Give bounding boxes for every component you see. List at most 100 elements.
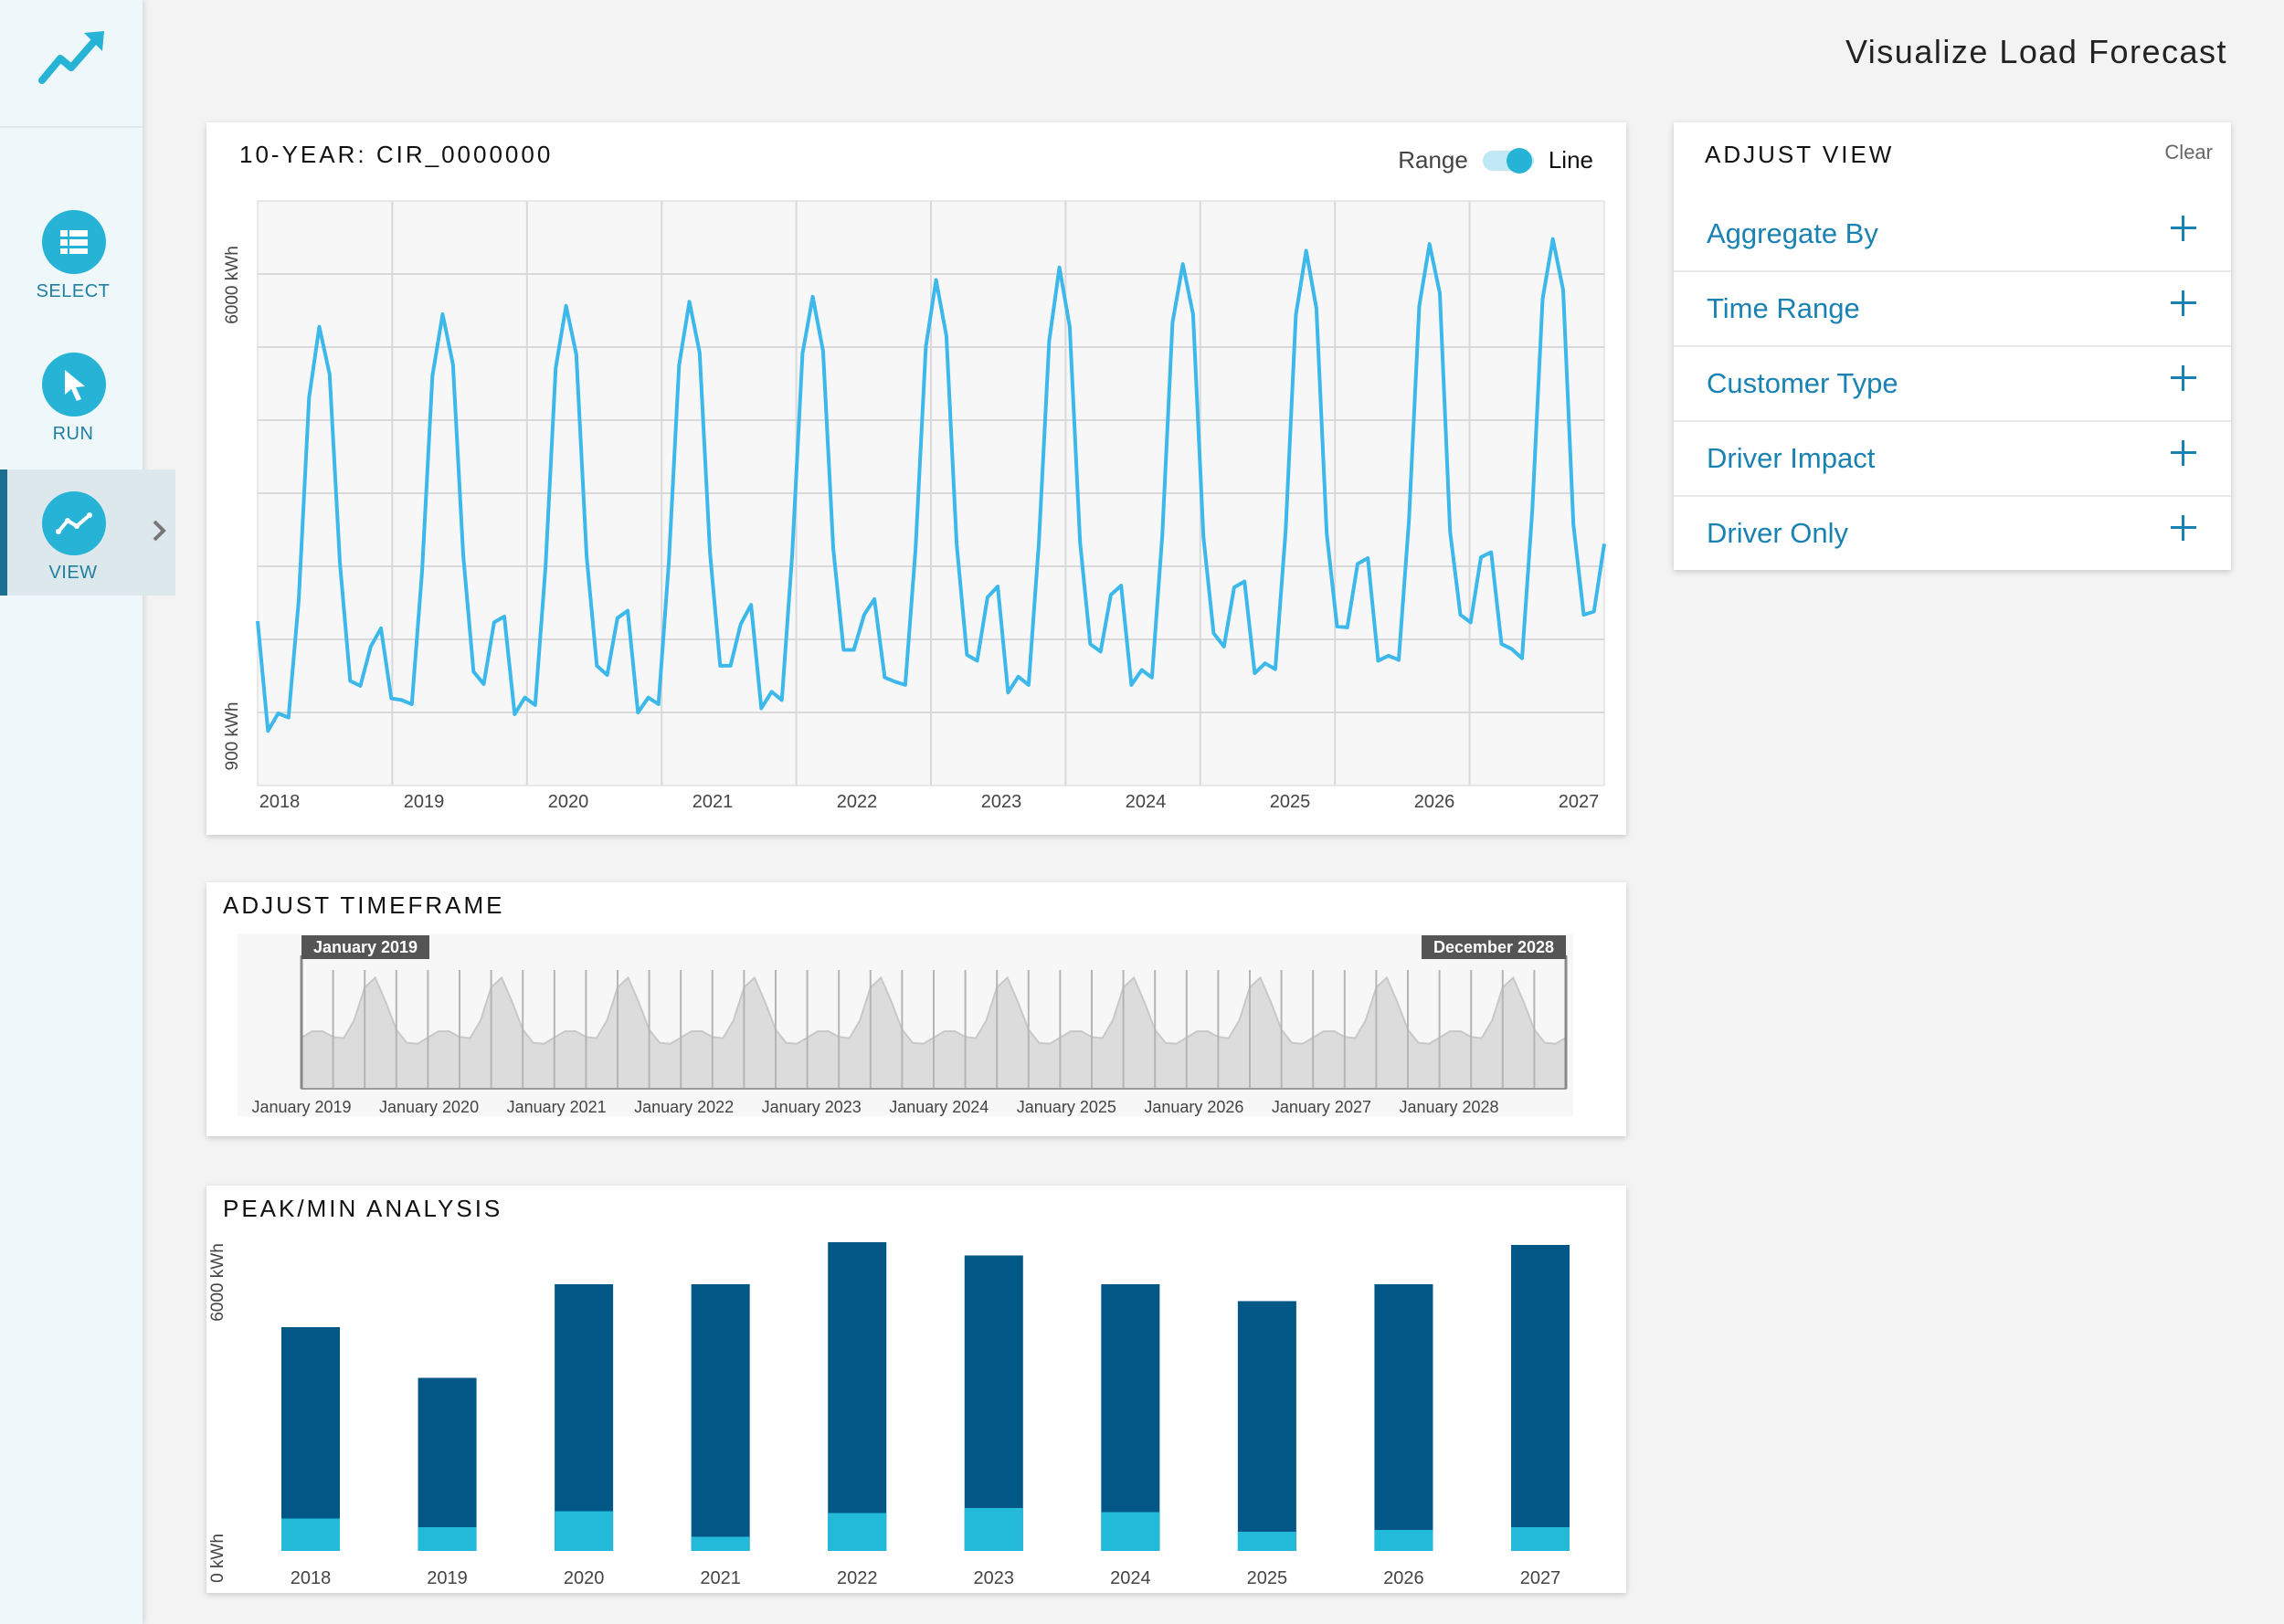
adjust-driver-only[interactable]: Driver Only [1674,495,2231,570]
x-tick-label: 2018 [259,792,301,812]
page-title: Visualize Load Forecast [1845,33,2227,70]
bar-min [1374,1530,1433,1551]
adjust-time-range[interactable]: Time Range [1674,270,2231,345]
peak-min-title: PEAK/MIN ANALYSIS [223,1195,503,1222]
end-label: December 2028 [1433,938,1554,956]
x-tick-label: 2023 [974,1568,1015,1588]
sidebar: SELECT RUN [0,0,143,1624]
bar-peak [1237,1301,1296,1551]
bar-min [1101,1512,1160,1551]
bar-min [828,1513,887,1551]
adjust-view-title: ADJUST VIEW [1705,141,1895,168]
timeframe-tick-label: January 2024 [889,1098,989,1116]
adjust-item-label: Driver Impact [1707,442,1876,474]
adjust-item-label: Aggregate By [1707,217,1878,249]
x-tick-label: 2026 [1383,1568,1424,1588]
active-indicator [0,469,7,596]
plus-icon[interactable] [2169,438,2198,468]
timeframe-title: ADJUST TIMEFRAME [223,891,505,919]
adjust-view-card: ADJUST VIEW Clear Aggregate By Time Rang… [1674,122,2231,570]
start-label-bg [301,935,429,959]
timeframe-tick-label: January 2028 [1399,1098,1498,1116]
bar-peak [964,1255,1023,1551]
x-tick-label: 2025 [1270,792,1311,812]
adjust-aggregate-by[interactable]: Aggregate By [1674,197,2231,270]
timeframe-tick-label: January 2025 [1017,1098,1116,1116]
cursor-icon [42,353,106,417]
adjust-customer-type[interactable]: Customer Type [1674,345,2231,420]
y-axis-label-top: 6000 kWh [208,1243,227,1322]
list-icon [42,210,106,274]
nav-run-label: RUN [52,424,94,444]
bar-min [555,1511,614,1551]
trend-icon [42,491,106,555]
toggle-label-range: Range [1398,146,1468,174]
x-tick-label: 2021 [700,1568,741,1588]
bar-min [964,1508,1023,1551]
bar-peak [828,1242,887,1551]
peak-min-card: PEAK/MIN ANALYSIS 6000 kWh 0 kWh 2018 2019 2… [206,1186,1626,1593]
x-tick-label: 2025 [1247,1568,1288,1588]
nav-run[interactable]: RUN [0,338,143,464]
trend-logo-icon [38,31,104,84]
plus-icon[interactable] [2169,513,2198,543]
bar-min [1511,1527,1570,1551]
timeframe-chart[interactable]: January 2019 December 2028 January 2019 Jan… [206,882,1626,1136]
bar-peak [1374,1284,1433,1551]
nav-view[interactable]: VIEW [0,469,175,596]
x-tick-label: 2027 [1559,792,1600,812]
bar-peak [418,1377,477,1551]
bar-peak [281,1327,340,1551]
timeframe-tick-label: January 2026 [1144,1098,1243,1116]
line-chart: 6000 kWh 900 kWh 2018 2019 2020 2021 2022 2023 2… [223,200,1606,812]
timeframe-tick-label: January 2021 [507,1098,607,1116]
toggle-label-line: Line [1548,146,1593,174]
main-chart-title: 10-YEAR: CIR_0000000 [239,141,554,168]
logo-area [0,0,143,128]
timeframe-tick-label: January 2019 [251,1098,351,1116]
x-tick-label: 2023 [981,792,1022,812]
nav-select-label: SELECT [36,281,111,301]
chevron-right-icon[interactable] [150,517,168,544]
nav-view-label: VIEW [48,563,98,583]
x-tick-label: 2024 [1126,792,1167,812]
x-tick-label: 2019 [427,1568,468,1588]
bar-peak [691,1284,750,1551]
adjust-item-label: Driver Only [1707,517,1849,549]
y-axis-label-bottom: 0 kWh [208,1534,227,1583]
x-tick-label: 2019 [404,792,445,812]
x-tick-label: 2022 [837,792,878,812]
series-line [256,237,1606,733]
x-tick-label: 2027 [1520,1568,1561,1588]
y-axis-label-bottom: 900 kWh [223,702,242,771]
x-tick-label: 2026 [1414,792,1455,812]
x-tick-label: 2020 [564,1568,605,1588]
toggle-switch[interactable] [1482,147,1534,174]
bar-chart: 6000 kWh 0 kWh 2018 2019 2020 2021 2022 2023 202… [208,1242,1570,1588]
timeframe-tick-label: January 2020 [379,1098,479,1116]
bar-peak [1101,1284,1160,1551]
end-label-bg [1422,935,1566,959]
x-tick-label: 2024 [1110,1568,1151,1588]
plus-icon[interactable] [2169,364,2198,393]
clear-button[interactable]: Clear [2164,141,2213,163]
x-tick-label: 2022 [837,1568,878,1588]
toggle-knob [1506,147,1532,174]
x-tick-label: 2018 [291,1568,332,1588]
plus-icon[interactable] [2169,289,2198,318]
bar-peak [555,1284,614,1551]
y-axis-label-top: 6000 kWh [223,246,242,324]
bar-min [691,1536,750,1551]
x-tick-label: 2021 [693,792,734,812]
plus-icon[interactable] [2169,214,2198,243]
adjust-driver-impact[interactable]: Driver Impact [1674,420,2231,495]
nav-select[interactable]: SELECT [0,195,143,322]
bar-min [1237,1532,1296,1551]
main-chart-card: 10-YEAR: CIR_0000000 Range Line 6000 kWh… [206,122,1626,835]
x-tick-label: 2020 [548,792,589,812]
range-line-toggle[interactable]: Range Line [1398,146,1593,174]
timeframe-tick-label: January 2023 [762,1098,862,1116]
adjust-item-label: Time Range [1707,292,1860,324]
timeframe-tick-label: January 2022 [634,1098,734,1116]
start-label: January 2019 [313,938,418,956]
